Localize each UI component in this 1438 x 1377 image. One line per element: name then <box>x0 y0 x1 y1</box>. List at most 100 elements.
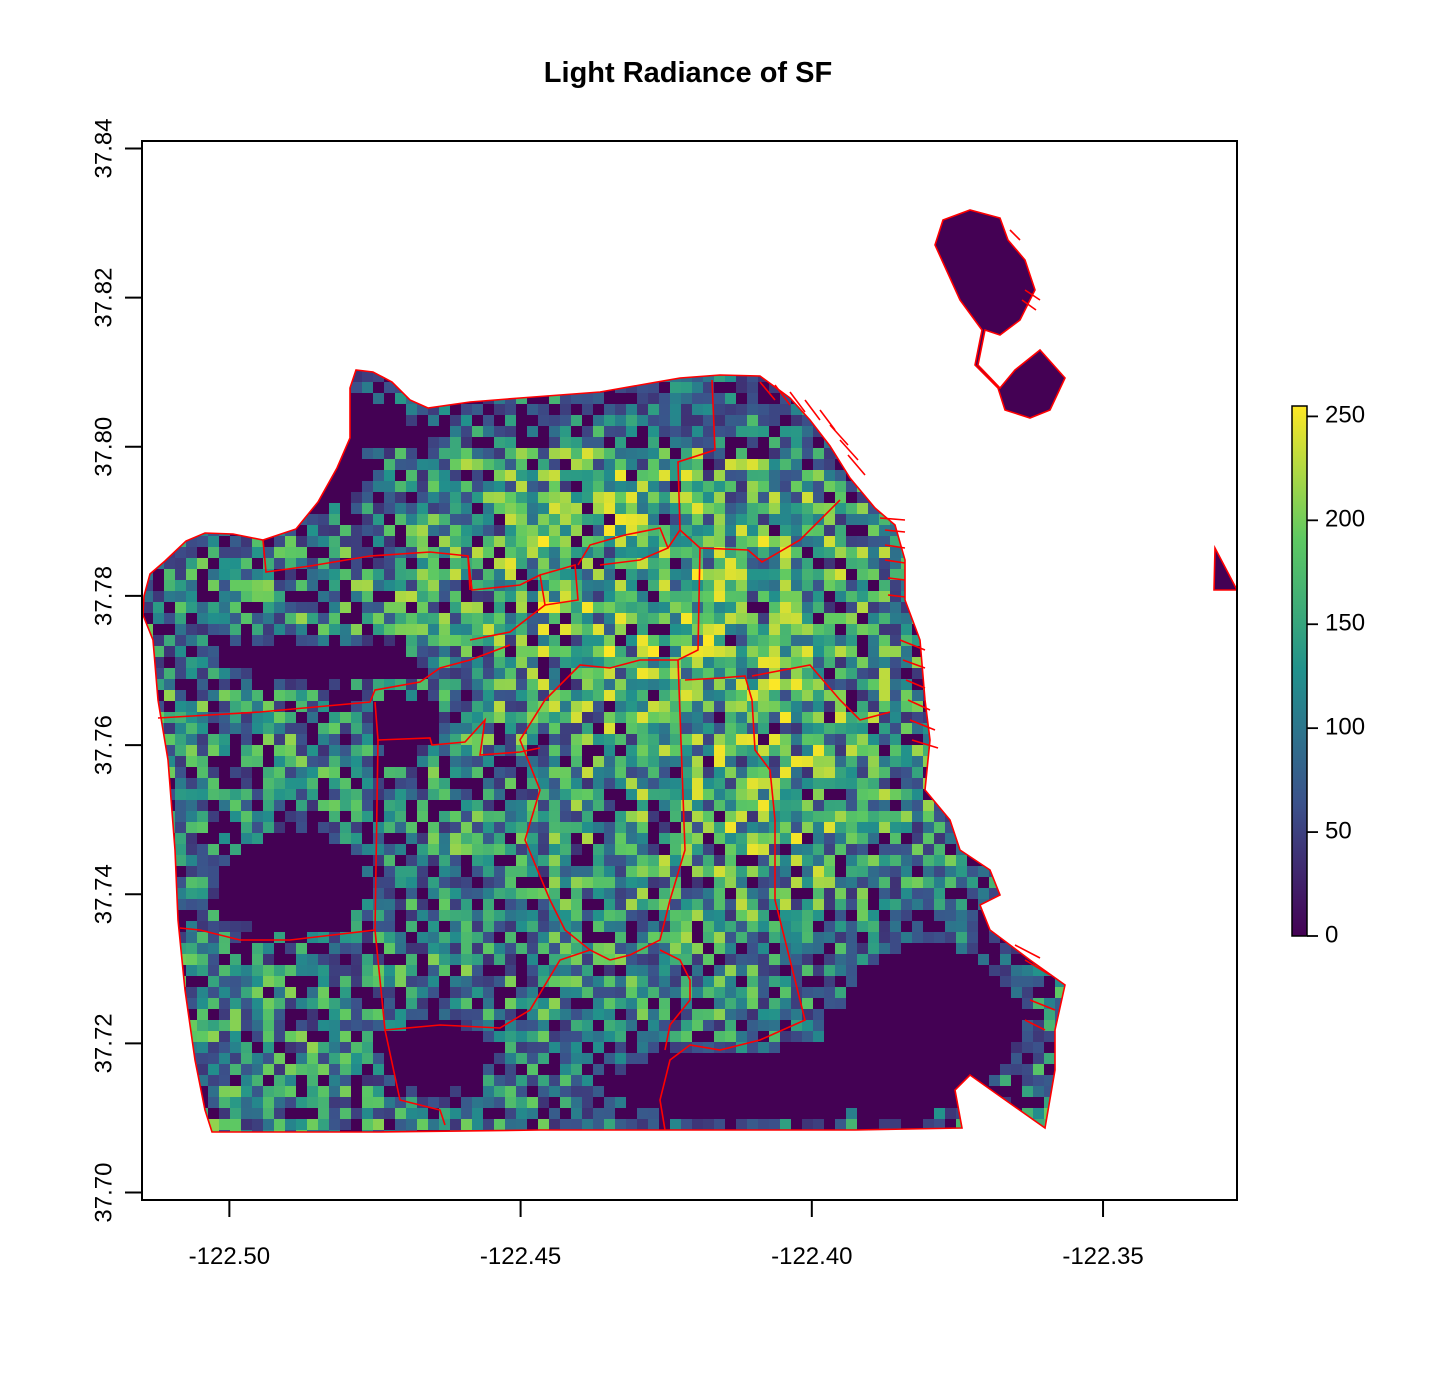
radiance-cell <box>912 1130 923 1132</box>
radiance-cell <box>736 426 747 437</box>
radiance-cell <box>780 789 791 800</box>
radiance-cell <box>648 734 659 745</box>
radiance-cell <box>516 1108 527 1119</box>
radiance-cell <box>406 503 417 514</box>
radiance-cell <box>340 536 351 547</box>
radiance-cell <box>802 657 813 668</box>
radiance-cell <box>582 987 593 998</box>
radiance-cell <box>505 1053 516 1064</box>
radiance-cell <box>153 987 164 998</box>
radiance-cell <box>868 657 879 668</box>
radiance-cell <box>143 932 153 943</box>
radiance-cell <box>263 734 274 745</box>
radiance-cell <box>395 866 406 877</box>
radiance-cell <box>890 602 901 613</box>
radiance-cell <box>1066 1130 1077 1141</box>
radiance-cell <box>857 602 868 613</box>
radiance-cell <box>219 1119 230 1130</box>
radiance-cell <box>637 371 648 382</box>
radiance-cell <box>197 899 208 910</box>
radiance-cell <box>802 1009 813 1020</box>
radiance-cell <box>1055 635 1065 646</box>
radiance-cell <box>461 899 472 910</box>
radiance-cell <box>604 536 615 547</box>
radiance-cell <box>571 657 582 668</box>
radiance-cell <box>890 723 901 734</box>
radiance-cell <box>505 470 516 481</box>
radiance-cell <box>1066 1108 1077 1119</box>
radiance-cell <box>494 789 505 800</box>
radiance-cell <box>153 789 164 800</box>
radiance-cell <box>637 888 648 899</box>
radiance-cell <box>219 998 230 1009</box>
radiance-cell <box>648 437 659 448</box>
radiance-cell <box>571 822 582 833</box>
radiance-cell <box>1066 547 1077 558</box>
district-boundary-line <box>179 739 379 941</box>
radiance-cell <box>604 965 615 976</box>
radiance-cell <box>659 415 670 426</box>
radiance-cell <box>736 998 747 1009</box>
radiance-cell <box>274 679 285 690</box>
radiance-cell <box>571 382 582 393</box>
radiance-cell <box>285 690 296 701</box>
radiance-cell <box>241 778 252 789</box>
radiance-cell <box>428 481 439 492</box>
radiance-cell <box>945 624 956 635</box>
radiance-cell <box>648 745 659 756</box>
radiance-cell <box>153 954 164 965</box>
radiance-cell <box>571 635 582 646</box>
radiance-cell <box>725 370 736 371</box>
radiance-cell <box>758 910 769 921</box>
radiance-cell <box>670 954 681 965</box>
radiance-cell <box>769 459 780 470</box>
radiance-cell <box>802 822 813 833</box>
radiance-cell <box>329 1108 340 1119</box>
radiance-cell <box>560 393 571 404</box>
radiance-cell <box>1011 723 1022 734</box>
radiance-cell <box>450 734 461 745</box>
radiance-cell <box>637 811 648 822</box>
radiance-cell <box>362 712 373 723</box>
radiance-cell <box>340 1119 351 1130</box>
radiance-cell <box>230 1042 241 1053</box>
radiance-cell <box>912 778 923 789</box>
radiance-cell <box>197 723 208 734</box>
radiance-cell <box>538 547 549 558</box>
radiance-cell <box>593 712 604 723</box>
radiance-cell <box>164 987 175 998</box>
radiance-cell <box>450 558 461 569</box>
radiance-cell <box>989 734 1000 745</box>
radiance-cell <box>439 448 450 459</box>
radiance-cell <box>417 602 428 613</box>
radiance-cell <box>879 723 890 734</box>
radiance-cell <box>571 613 582 624</box>
radiance-cell <box>725 558 736 569</box>
radiance-cell <box>384 822 395 833</box>
radiance-cell <box>626 558 637 569</box>
radiance-cell <box>978 492 989 503</box>
radiance-cell <box>879 393 890 404</box>
radiance-cell <box>681 921 692 932</box>
radiance-cell <box>835 998 846 1009</box>
radiance-cell <box>736 701 747 712</box>
radiance-cell <box>241 1119 252 1130</box>
radiance-cell <box>923 888 934 899</box>
radiance-cell <box>978 426 989 437</box>
radiance-cell <box>626 987 637 998</box>
radiance-cell <box>1000 613 1011 624</box>
radiance-cell <box>560 932 571 943</box>
radiance-cell <box>934 723 945 734</box>
radiance-cell <box>1055 536 1065 547</box>
radiance-cell <box>637 789 648 800</box>
radiance-cell <box>1000 1075 1011 1086</box>
radiance-cell <box>186 1130 197 1132</box>
radiance-cell <box>868 448 879 459</box>
radiance-cell <box>769 624 780 635</box>
radiance-cell <box>1055 426 1065 437</box>
radiance-cell <box>1000 976 1011 987</box>
radiance-cell <box>197 800 208 811</box>
radiance-cell <box>230 1053 241 1064</box>
radiance-cell <box>1011 1130 1022 1132</box>
radiance-cell <box>1044 734 1055 745</box>
